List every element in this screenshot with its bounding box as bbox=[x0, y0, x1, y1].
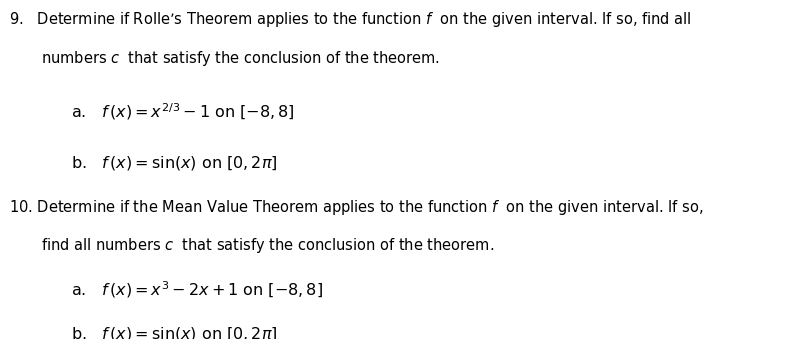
Text: a.   $\it{f}\,(\it{x})=\it{x}^{3}-2\it{x}+1$ on $[-8,8]$: a. $\it{f}\,(\it{x})=\it{x}^{3}-2\it{x}+… bbox=[71, 280, 323, 300]
Text: b.   $\it{f}\,(\it{x})=\sin(\it{x})$ on $[0,2\pi]$: b. $\it{f}\,(\it{x})=\sin(\it{x})$ on $[… bbox=[71, 325, 277, 339]
Text: 10. Determine if the Mean Value Theorem applies to the function $\it{f}$  on the: 10. Determine if the Mean Value Theorem … bbox=[9, 198, 704, 217]
Text: numbers $\it{c}$  that satisfy the conclusion of the theorem.: numbers $\it{c}$ that satisfy the conclu… bbox=[41, 49, 440, 68]
Text: b.   $\it{f}\,(\it{x})=\sin(\it{x})$ on $[0,2\pi]$: b. $\it{f}\,(\it{x})=\sin(\it{x})$ on $[… bbox=[71, 154, 277, 172]
Text: find all numbers $\it{c}$  that satisfy the conclusion of the theorem.: find all numbers $\it{c}$ that satisfy t… bbox=[41, 236, 494, 255]
Text: 9.   Determine if Rolle’s Theorem applies to the function $\it{f}$  on the given: 9. Determine if Rolle’s Theorem applies … bbox=[9, 10, 692, 29]
Text: a.   $\it{f}\,(\it{x})=\it{x}^{2/3}-1$ on $[-8,8]$: a. $\it{f}\,(\it{x})=\it{x}^{2/3}-1$ on … bbox=[71, 102, 295, 122]
